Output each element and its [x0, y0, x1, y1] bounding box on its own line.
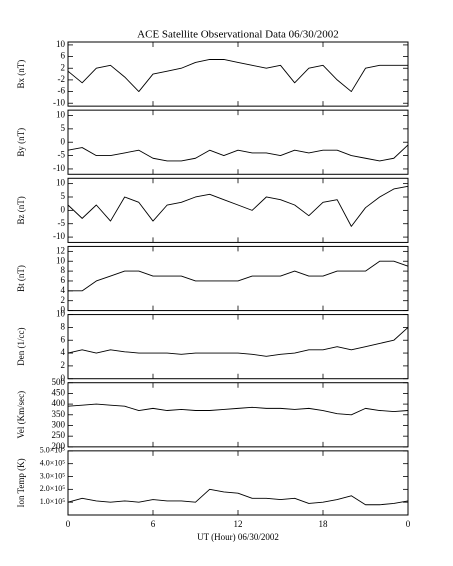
y-tick-label: 10: [56, 309, 66, 319]
x-tick-label: 18: [319, 519, 329, 529]
panel-frame: [67, 41, 409, 107]
y-tick-label: 5: [61, 123, 66, 133]
y-tick-label: 200: [52, 441, 66, 451]
y-tick-label: -10: [53, 231, 65, 241]
y-tick-label: 2: [61, 62, 66, 72]
y-axis-label: Ion Temp (K): [16, 458, 26, 507]
y-tick-label: 2: [61, 295, 66, 305]
y-axis-label: Vel (Km/sec): [16, 391, 26, 439]
data-line: [67, 403, 409, 416]
y-tick-label: 4: [61, 347, 66, 357]
panel-frame: [67, 177, 409, 243]
y-axis-label: By (nT): [16, 128, 26, 157]
y-tick-label: 250: [52, 430, 66, 440]
panel-frame: [67, 382, 409, 448]
y-axis-label: Den (1/cc): [16, 328, 26, 366]
x-tick-label: 0: [406, 519, 411, 529]
y-tick-label: 8: [61, 265, 66, 275]
y-tick-label: 8: [61, 321, 66, 331]
y-axis-label: Bz (nT): [16, 196, 26, 224]
data-line: [67, 488, 409, 506]
y-tick-label: 0: [61, 305, 66, 315]
data-line: [67, 327, 409, 357]
y-tick-label: 0: [61, 204, 66, 214]
y-tick-label: 0: [61, 136, 66, 146]
y-tick-label: -6: [58, 86, 66, 96]
y-tick-label: 300: [52, 420, 66, 430]
y-tick-label: 1.0×10⁵: [40, 497, 66, 506]
data-line: [67, 59, 408, 93]
y-tick-label: -2: [58, 74, 66, 84]
y-tick-label: 2: [61, 360, 66, 370]
y-tick-label: 5: [61, 191, 66, 201]
y-tick-label: 400: [52, 398, 66, 408]
chart-title: ACE Satellite Observational Data 06/30/2…: [137, 29, 339, 41]
panel-frame: [67, 450, 409, 516]
panel-frame: [67, 245, 409, 312]
y-tick-label: 350: [52, 409, 66, 419]
data-line: [67, 185, 409, 227]
data-line: [68, 260, 409, 292]
y-tick-label: 10: [56, 178, 66, 188]
y-tick-label: 4.0×10⁵: [40, 459, 66, 468]
y-tick-label: -5: [58, 218, 66, 228]
y-tick-label: 5.0×10⁵: [40, 446, 66, 455]
y-tick-label: 12: [56, 245, 65, 255]
data-line: [67, 144, 409, 162]
y-tick-label: 6: [61, 275, 66, 285]
y-axis-label: Bx (nT): [16, 60, 26, 89]
y-tick-label: 0: [61, 373, 66, 383]
y-axis-label: Bt (nT): [16, 265, 26, 292]
y-tick-label: 450: [52, 387, 66, 397]
x-tick-label: 6: [151, 519, 156, 529]
y-tick-label: 10: [56, 110, 66, 120]
y-tick-label: 500: [52, 377, 66, 387]
panel-frame: [67, 109, 409, 175]
y-tick-label: -5: [58, 150, 66, 160]
y-tick-label: 10: [56, 39, 66, 49]
y-tick-label: 10: [56, 255, 66, 265]
y-tick-label: 3.0×10⁵: [40, 471, 66, 480]
y-tick-label: 2.0×10⁵: [40, 484, 66, 493]
panel-frame: [67, 314, 409, 380]
y-tick-label: 6: [61, 51, 66, 61]
y-tick-label: -10: [53, 97, 65, 107]
y-tick-label: 6: [61, 334, 66, 344]
x-tick-label: 0: [66, 519, 71, 529]
x-axis-label: UT (Hour) 06/30/2002: [197, 532, 279, 542]
x-tick-label: 12: [234, 519, 243, 529]
y-tick-label: -10: [53, 163, 65, 173]
y-tick-label: 4: [61, 285, 66, 295]
